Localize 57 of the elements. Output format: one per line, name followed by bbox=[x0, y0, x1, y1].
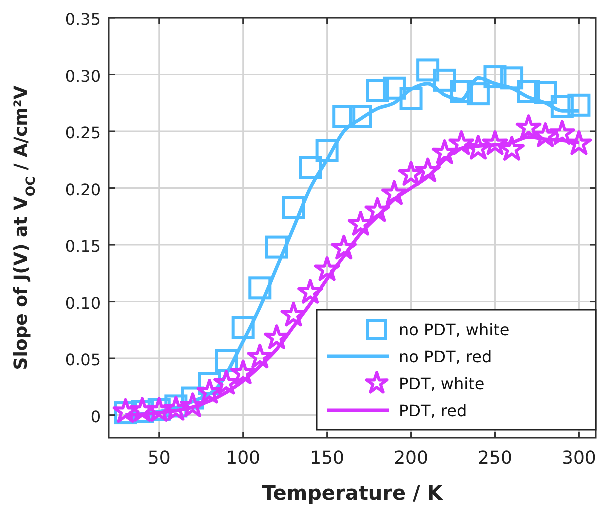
point bbox=[516, 114, 542, 140]
y-tick-label: 0 bbox=[90, 407, 101, 426]
legend-label: PDT, white bbox=[399, 374, 485, 394]
point bbox=[532, 122, 559, 148]
x-axis-title: Temperature / K bbox=[262, 481, 444, 505]
x-tick-label: 150 bbox=[310, 448, 344, 469]
point bbox=[282, 196, 306, 220]
y-tick-label: 0.10 bbox=[65, 294, 101, 313]
y-tick-label: 0.15 bbox=[65, 237, 101, 256]
point bbox=[448, 130, 475, 156]
point bbox=[299, 156, 322, 180]
point bbox=[482, 130, 508, 156]
point bbox=[247, 344, 274, 369]
point bbox=[382, 76, 406, 100]
legend-label: PDT, red bbox=[399, 402, 468, 420]
y-tick-label: 0.35 bbox=[65, 10, 101, 29]
x-tick-label: 250 bbox=[478, 448, 512, 469]
point bbox=[382, 180, 408, 206]
point bbox=[534, 81, 558, 104]
point bbox=[298, 279, 324, 304]
point bbox=[568, 94, 591, 117]
point bbox=[264, 324, 290, 350]
point bbox=[232, 316, 255, 340]
point bbox=[433, 68, 456, 92]
point bbox=[265, 236, 288, 259]
point bbox=[499, 136, 525, 161]
x-tick-label: 300 bbox=[562, 448, 596, 469]
point bbox=[500, 66, 524, 90]
point bbox=[248, 276, 272, 300]
point bbox=[332, 105, 356, 128]
point bbox=[366, 79, 390, 102]
point bbox=[450, 80, 474, 104]
point bbox=[415, 158, 441, 182]
x-tick-label: 200 bbox=[394, 448, 428, 469]
x-tick-label: 50 bbox=[148, 448, 171, 469]
point bbox=[364, 197, 391, 222]
legend-label: no PDT, white bbox=[399, 320, 510, 340]
point bbox=[280, 302, 307, 327]
point bbox=[484, 66, 507, 89]
point bbox=[550, 95, 574, 118]
x-tick-label: 100 bbox=[226, 448, 261, 469]
y-tick-label: 0.30 bbox=[65, 66, 101, 86]
point bbox=[466, 82, 490, 106]
point bbox=[314, 256, 340, 282]
point bbox=[416, 58, 440, 82]
y-tick-label: 0.05 bbox=[65, 350, 101, 370]
point bbox=[349, 105, 372, 128]
point bbox=[400, 87, 423, 110]
point bbox=[230, 360, 256, 385]
point bbox=[331, 234, 358, 260]
point bbox=[550, 120, 576, 145]
point bbox=[316, 139, 339, 162]
point bbox=[517, 80, 540, 104]
legend-label: no PDT, red bbox=[399, 348, 492, 366]
point bbox=[398, 161, 424, 186]
y-tick-label: 0.25 bbox=[65, 124, 101, 143]
y-tick-label: 0.20 bbox=[65, 180, 101, 200]
